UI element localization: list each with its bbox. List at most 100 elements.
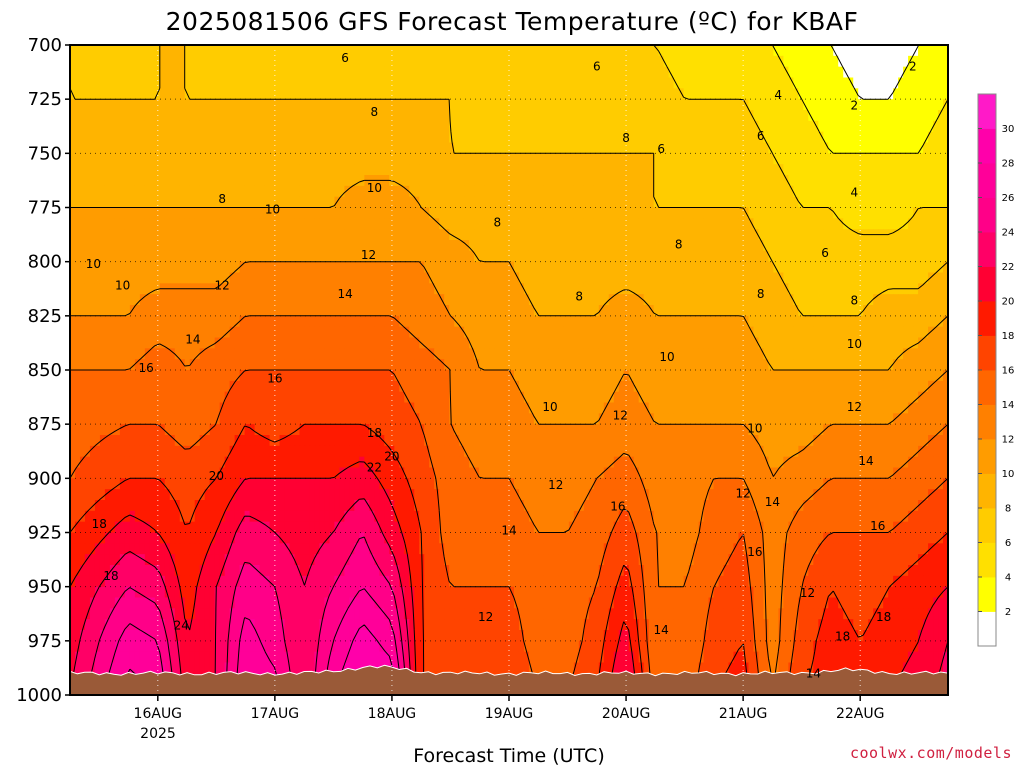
- temperature-cell: [184, 305, 191, 317]
- temperature-cell: [139, 55, 146, 68]
- temperature-cell: [713, 207, 720, 219]
- temperature-cell: [833, 229, 839, 241]
- temperature-cell: [603, 337, 610, 349]
- temperature-cell: [294, 77, 301, 89]
- temperature-cell: [379, 88, 385, 100]
- temperature-cell: [788, 326, 794, 339]
- temperature-cell: [543, 120, 550, 133]
- temperature-cell: [713, 99, 720, 111]
- temperature-cell: [89, 196, 96, 209]
- temperature-cell: [189, 207, 196, 219]
- temperature-cell: [214, 315, 221, 328]
- temperature-cell: [229, 185, 236, 198]
- temperature-cell: [668, 77, 675, 89]
- temperature-cell: [299, 131, 306, 144]
- temperature-cell: [154, 261, 161, 274]
- temperature-cell: [943, 110, 948, 122]
- temperature-cell: [324, 229, 331, 241]
- temperature-cell: [828, 272, 834, 284]
- temperature-cell: [309, 77, 316, 89]
- temperature-cell: [838, 175, 844, 187]
- temperature-cell: [693, 326, 700, 339]
- temperature-cell: [454, 185, 460, 198]
- temperature-cell: [873, 66, 879, 79]
- temperature-cell: [174, 131, 181, 144]
- temperature-cell: [489, 66, 495, 79]
- temperature-cell: [668, 131, 675, 144]
- temperature-cell: [688, 88, 695, 100]
- temperature-cell: [638, 142, 645, 154]
- temperature-cell: [568, 45, 575, 57]
- temperature-cell: [758, 88, 765, 100]
- temperature-cell: [419, 272, 425, 284]
- temperature-cell: [249, 142, 256, 154]
- temperature-cell: [748, 305, 755, 317]
- temperature-cell: [878, 55, 884, 68]
- temperature-cell: [628, 175, 635, 187]
- temperature-cell: [239, 315, 246, 328]
- temperature-cell: [898, 88, 904, 100]
- temperature-cell: [279, 315, 286, 328]
- temperature-cell: [144, 315, 151, 328]
- temperature-cell: [284, 142, 291, 154]
- temperature-cell: [868, 77, 874, 89]
- temperature-cell: [229, 45, 236, 57]
- temperature-cell: [813, 175, 819, 187]
- temperature-cell: [334, 250, 340, 263]
- temperature-cell: [199, 66, 206, 79]
- temperature-cell: [279, 348, 286, 360]
- temperature-cell: [913, 218, 919, 230]
- temperature-cell: [364, 229, 370, 241]
- temperature-cell: [578, 326, 585, 339]
- temperature-cell: [369, 164, 375, 176]
- temperature-cell: [489, 153, 495, 165]
- temperature-cell: [394, 142, 400, 154]
- temperature-cell: [643, 66, 650, 79]
- temperature-cell: [189, 175, 196, 187]
- temperature-cell: [99, 153, 106, 165]
- temperature-cell: [553, 142, 560, 154]
- temperature-cell: [513, 315, 520, 328]
- temperature-cell: [778, 218, 784, 230]
- temperature-cell: [249, 326, 256, 339]
- temperature-cell: [124, 55, 131, 68]
- temperature-cell: [858, 45, 864, 57]
- temperature-cell: [149, 326, 156, 339]
- temperature-cell: [818, 218, 824, 230]
- temperature-cell: [404, 55, 410, 68]
- temperature-cell: [319, 283, 326, 295]
- temperature-cell: [783, 196, 789, 209]
- temperature-cell: [84, 337, 91, 349]
- temperature-cell: [558, 196, 565, 209]
- temperature-cell: [663, 240, 670, 252]
- temperature-cell: [723, 142, 730, 154]
- temperature-cell: [693, 261, 700, 274]
- temperature-cell: [504, 305, 510, 317]
- temperature-cell: [683, 207, 690, 219]
- temperature-cell: [753, 218, 760, 230]
- temperature-cell: [643, 164, 650, 176]
- temperature-cell: [394, 272, 400, 284]
- temperature-cell: [548, 294, 555, 306]
- temperature-cell: [593, 218, 600, 230]
- temperature-cell: [773, 164, 779, 176]
- temperature-cell: [379, 131, 385, 144]
- temperature-cell: [928, 229, 934, 241]
- temperature-cell: [489, 272, 495, 284]
- temperature-cell: [738, 88, 745, 100]
- temperature-cell: [533, 283, 540, 295]
- temperature-cell: [803, 120, 809, 133]
- temperature-cell: [359, 196, 365, 209]
- temperature-cell: [823, 142, 829, 154]
- temperature-cell: [633, 207, 640, 219]
- temperature-cell: [359, 240, 365, 252]
- temperature-cell: [454, 142, 460, 154]
- temperature-cell: [803, 250, 809, 263]
- temperature-cell: [499, 99, 505, 111]
- temperature-cell: [284, 131, 291, 144]
- temperature-cell: [638, 283, 645, 295]
- temperature-cell: [623, 261, 630, 274]
- temperature-cell: [289, 315, 296, 328]
- temperature-cell: [913, 326, 919, 339]
- temperature-cell: [788, 294, 794, 306]
